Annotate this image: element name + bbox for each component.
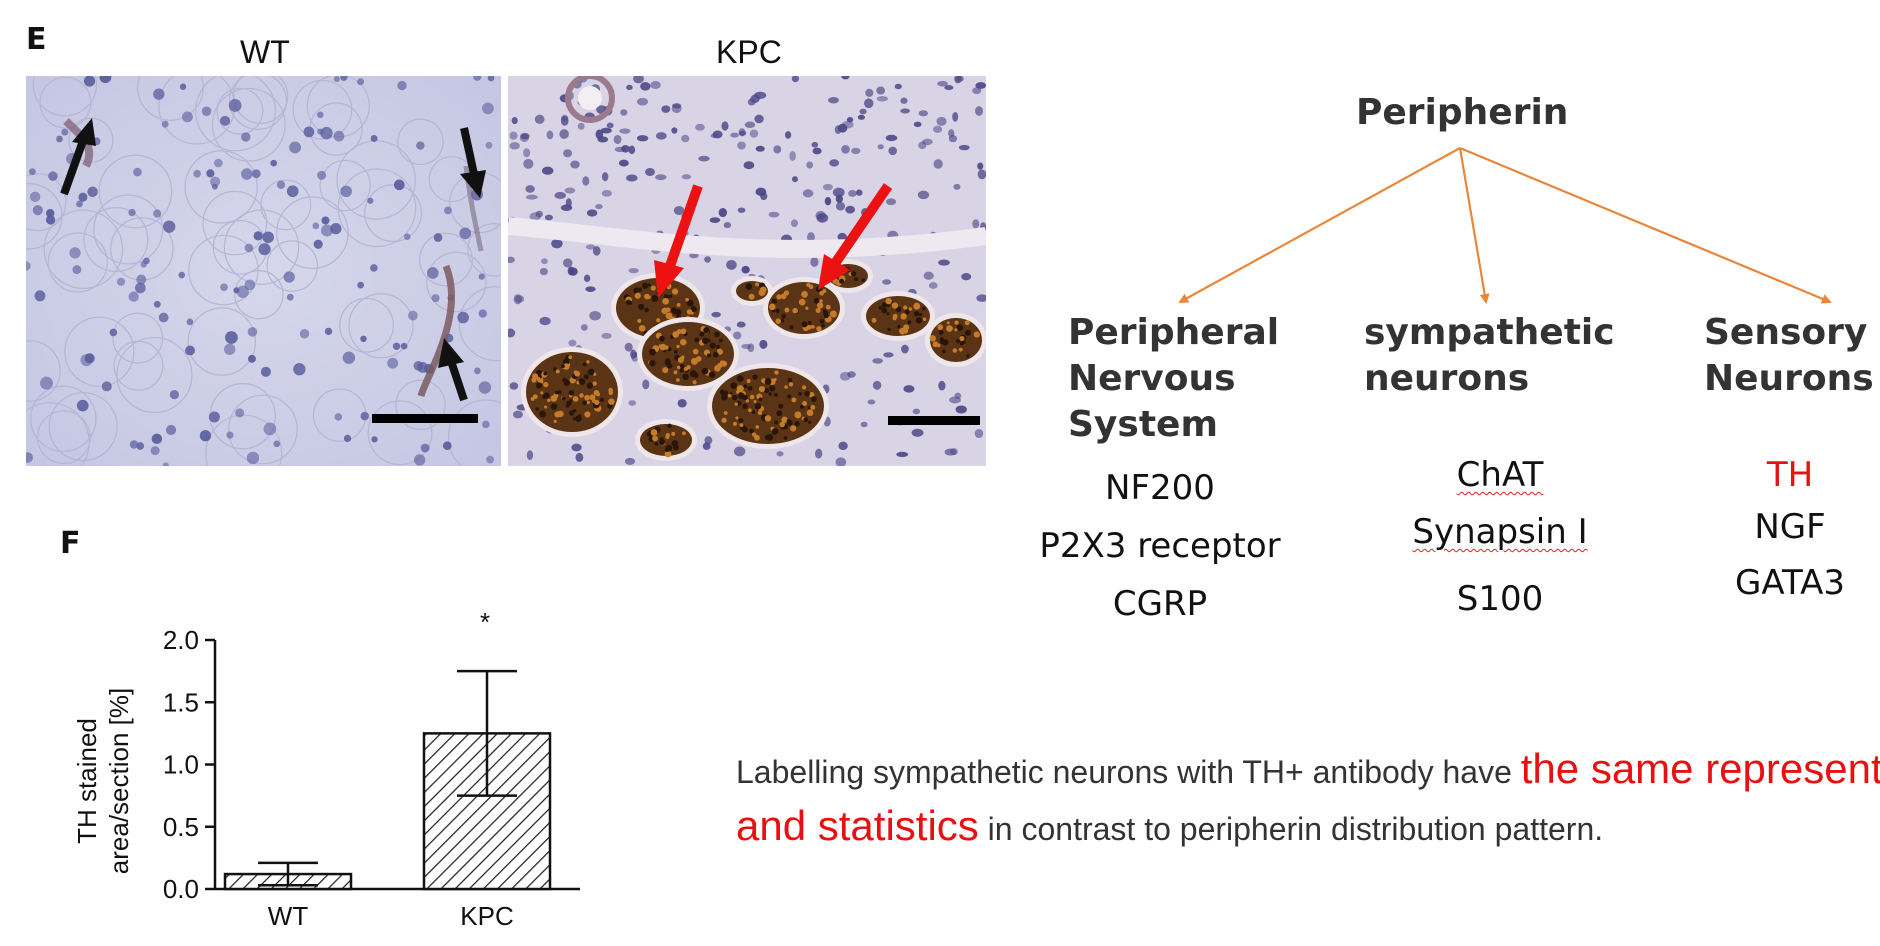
bar-chart: TH stained area/section [%] 0.0 0.5 1.0 1.5… bbox=[72, 607, 580, 931]
caption-text-start: Labelling sympathetic neurons with TH+ a… bbox=[736, 754, 1521, 790]
tree-root-label: Peripherin bbox=[1356, 92, 1569, 133]
marker-synapsin-i-text: Synapsin I bbox=[1412, 512, 1588, 552]
marker-gata3: GATA3 bbox=[1735, 563, 1845, 603]
category-line: System bbox=[1068, 404, 1218, 445]
scale-bar bbox=[888, 416, 980, 425]
marker-synapsin-i: Synapsin I bbox=[1360, 512, 1640, 552]
panel-letter-f: F bbox=[60, 526, 81, 561]
category-line: sympathetic bbox=[1364, 312, 1615, 353]
category-line: Nervous bbox=[1068, 358, 1236, 399]
category-sympathetic-neurons: sympathetic neurons bbox=[1364, 310, 1615, 402]
kpc-image-label: KPC bbox=[716, 34, 782, 70]
marker-ngf: NGF bbox=[1754, 507, 1826, 547]
y-axis-label-line2: area/section [%] bbox=[104, 688, 134, 874]
tree-branch-arrow bbox=[1178, 147, 1461, 303]
tree-branches bbox=[1178, 146, 1832, 304]
y-tick-label: 1.5 bbox=[163, 687, 199, 717]
tree-branch-arrow bbox=[1458, 147, 1490, 304]
category-peripheral-nervous-system: Peripheral Nervous System bbox=[1068, 310, 1279, 448]
black-arrow-icon bbox=[460, 127, 486, 198]
panel-letter-e: E bbox=[26, 22, 47, 57]
y-axis-label-line1: TH stained bbox=[72, 718, 102, 844]
x-tick-label-wt: WT bbox=[268, 901, 309, 931]
scale-bar bbox=[372, 414, 478, 423]
marker-th: TH bbox=[1766, 455, 1814, 495]
red-arrow-icon bbox=[654, 184, 703, 298]
wt-image-label: WT bbox=[240, 34, 290, 70]
red-arrow-icon bbox=[818, 183, 893, 290]
category-line: neurons bbox=[1364, 358, 1530, 399]
marker-cgrp: CGRP bbox=[1112, 584, 1208, 624]
category-line: Peripheral bbox=[1068, 312, 1280, 353]
y-tick-label: 1.0 bbox=[163, 750, 199, 780]
significance-marker: * bbox=[480, 607, 490, 637]
y-tick-label: 0.0 bbox=[163, 874, 199, 904]
marker-chat: ChAT bbox=[1360, 455, 1640, 495]
marker-s100: S100 bbox=[1456, 579, 1544, 619]
caption-text-end: in contrast to peripherin distribution p… bbox=[978, 811, 1604, 847]
black-arrow-icon bbox=[60, 118, 96, 196]
category-sensory-neurons: Sensory Neurons bbox=[1704, 310, 1874, 402]
marker-chat-text: ChAT bbox=[1456, 455, 1544, 495]
category-line: Neurons bbox=[1704, 358, 1874, 399]
marker-p2x3-receptor: P2X3 receptor bbox=[1039, 526, 1281, 566]
black-arrow-icon bbox=[438, 338, 468, 402]
tree-branch-arrow bbox=[1459, 146, 1832, 304]
y-tick-label: 0.5 bbox=[163, 812, 199, 842]
category-line: Sensory bbox=[1704, 312, 1868, 353]
marker-nf200: NF200 bbox=[1105, 468, 1215, 508]
kpc-micrograph bbox=[508, 76, 986, 466]
x-tick-label-kpc: KPC bbox=[460, 901, 513, 931]
wt-micrograph bbox=[26, 76, 501, 466]
caption-highlight: the same representation and statistics bbox=[736, 745, 1880, 849]
y-tick-label: 2.0 bbox=[163, 625, 199, 655]
caption: Labelling sympathetic neurons with TH+ a… bbox=[736, 742, 1880, 856]
